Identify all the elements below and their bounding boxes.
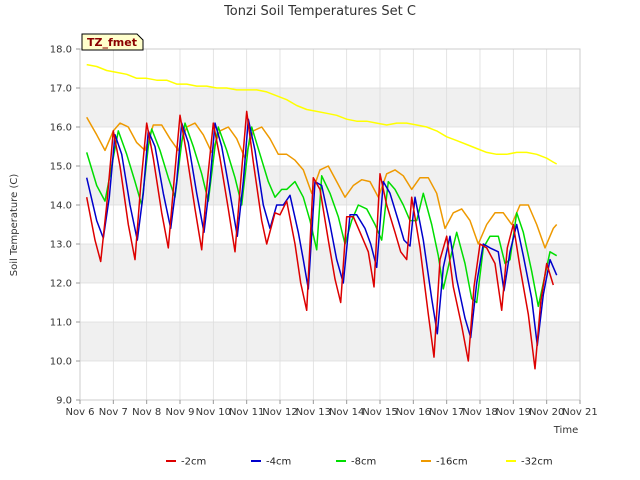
x-tick-label: Nov 17	[429, 407, 464, 418]
x-tick-label: Nov 20	[529, 407, 564, 418]
site-badge-box	[81, 33, 144, 51]
legend-label: -8cm	[351, 457, 376, 468]
x-tick-label: Nov 9	[165, 407, 194, 418]
x-tick-label: Nov 18	[462, 407, 497, 418]
x-tick-label: Nov 13	[296, 407, 331, 418]
site-badge-label: TZ_fmet	[87, 36, 137, 49]
y-tick-label: 12.0	[50, 279, 72, 290]
y-tick-label: 14.0	[50, 201, 72, 212]
y-axis-title: Soil Temperature (C)	[9, 174, 20, 277]
band	[80, 322, 580, 361]
y-tick-label: 15.0	[50, 162, 72, 173]
chart-title: Tonzi Soil Temperatures Set C	[223, 4, 416, 19]
series-line-8cm	[85, 122, 558, 308]
x-tick-label: Nov 19	[496, 407, 531, 418]
x-tick-label: Nov 8	[132, 407, 161, 418]
legend-label: -32cm	[521, 457, 553, 468]
y-tick-label: 9.0	[56, 396, 72, 407]
x-tick-label: Nov 7	[99, 407, 128, 418]
x-tick-label: Nov 21	[562, 407, 597, 418]
y-tick-label: 13.0	[50, 240, 72, 251]
band	[80, 88, 580, 127]
x-tick-label: Nov 12	[262, 407, 297, 418]
series-layer	[85, 63, 558, 370]
x-tick-label: Nov 10	[196, 407, 231, 418]
x-tick-label: Nov 6	[65, 407, 94, 418]
series-line-32cm	[86, 63, 558, 165]
legend-label: -2cm	[181, 457, 206, 468]
x-tick-label: Nov 11	[229, 407, 264, 418]
legend-label: -16cm	[436, 457, 468, 468]
legend-label: -4cm	[266, 457, 291, 468]
y-tick-label: 17.0	[50, 84, 72, 95]
plot-area	[79, 48, 581, 401]
series-line-16cm	[86, 116, 558, 249]
y-tick-label: 16.0	[50, 123, 72, 134]
x-tick-label: Nov 16	[396, 407, 431, 418]
x-axis-title: Time	[553, 425, 578, 436]
y-tick-label: 10.0	[50, 357, 72, 368]
legend: -2cm -4cm -8cm -16cm -32cm	[166, 457, 553, 468]
y-tick-label: 18.0	[50, 45, 72, 56]
x-tick-label: Nov 14	[329, 407, 364, 418]
band	[80, 166, 580, 205]
y-tick-label: 11.0	[50, 318, 72, 329]
series-line-2cm	[85, 110, 555, 370]
x-tick-label: Nov 15	[362, 407, 397, 418]
y-axis: 9.0 10.0 11.0 12.0 13.0 14.0 15.0 16.0 17.0 18.0	[50, 45, 80, 407]
site-badge: TZ_fmet	[81, 33, 144, 51]
series-line-4cm	[85, 118, 558, 347]
